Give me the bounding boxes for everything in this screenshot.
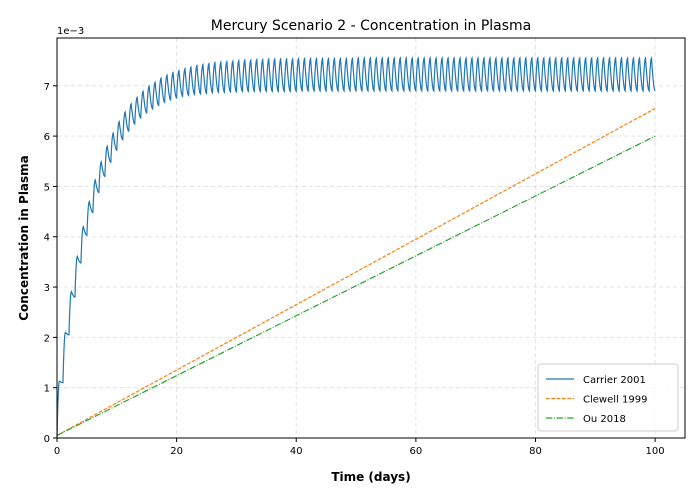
- chart-title: Mercury Scenario 2 - Concentration in Pl…: [211, 18, 532, 34]
- y-tick-label: 0: [44, 434, 50, 445]
- x-tick-label: 40: [290, 446, 303, 457]
- x-axis-label: Time (days): [331, 470, 410, 484]
- legend-label: Carrier 2001: [583, 375, 646, 386]
- y-tick-label: 1: [44, 384, 50, 395]
- plot-frame: [56, 37, 686, 439]
- legend-label: Ou 2018: [583, 414, 626, 425]
- series-group: [56, 56, 656, 439]
- y-offset-label: 1e−3: [57, 26, 84, 37]
- ticks: 0 20 40 60 80 100 0 1 2 3 4 5 6 7: [44, 82, 665, 457]
- x-tick-label: 60: [409, 446, 422, 457]
- y-tick-label: 4: [44, 233, 50, 244]
- y-tick-label: 7: [44, 82, 50, 93]
- y-axis-label: Concentration in Plasma: [17, 155, 31, 321]
- series-line-0: [56, 56, 656, 439]
- legend: Carrier 2001 Clewell 1999 Ou 2018: [537, 363, 679, 432]
- y-tick-label: 5: [44, 182, 50, 193]
- y-tick-label: 3: [44, 283, 50, 294]
- series-line-2: [56, 135, 656, 437]
- x-tick-label: 80: [529, 446, 542, 457]
- x-tick-label: 100: [646, 446, 665, 457]
- y-tick-label: 6: [44, 132, 50, 143]
- x-tick-label: 20: [170, 446, 183, 457]
- series-line-1: [56, 107, 656, 437]
- x-tick-label: 0: [54, 446, 60, 457]
- legend-label: Clewell 1999: [583, 395, 647, 406]
- y-tick-label: 2: [44, 333, 50, 344]
